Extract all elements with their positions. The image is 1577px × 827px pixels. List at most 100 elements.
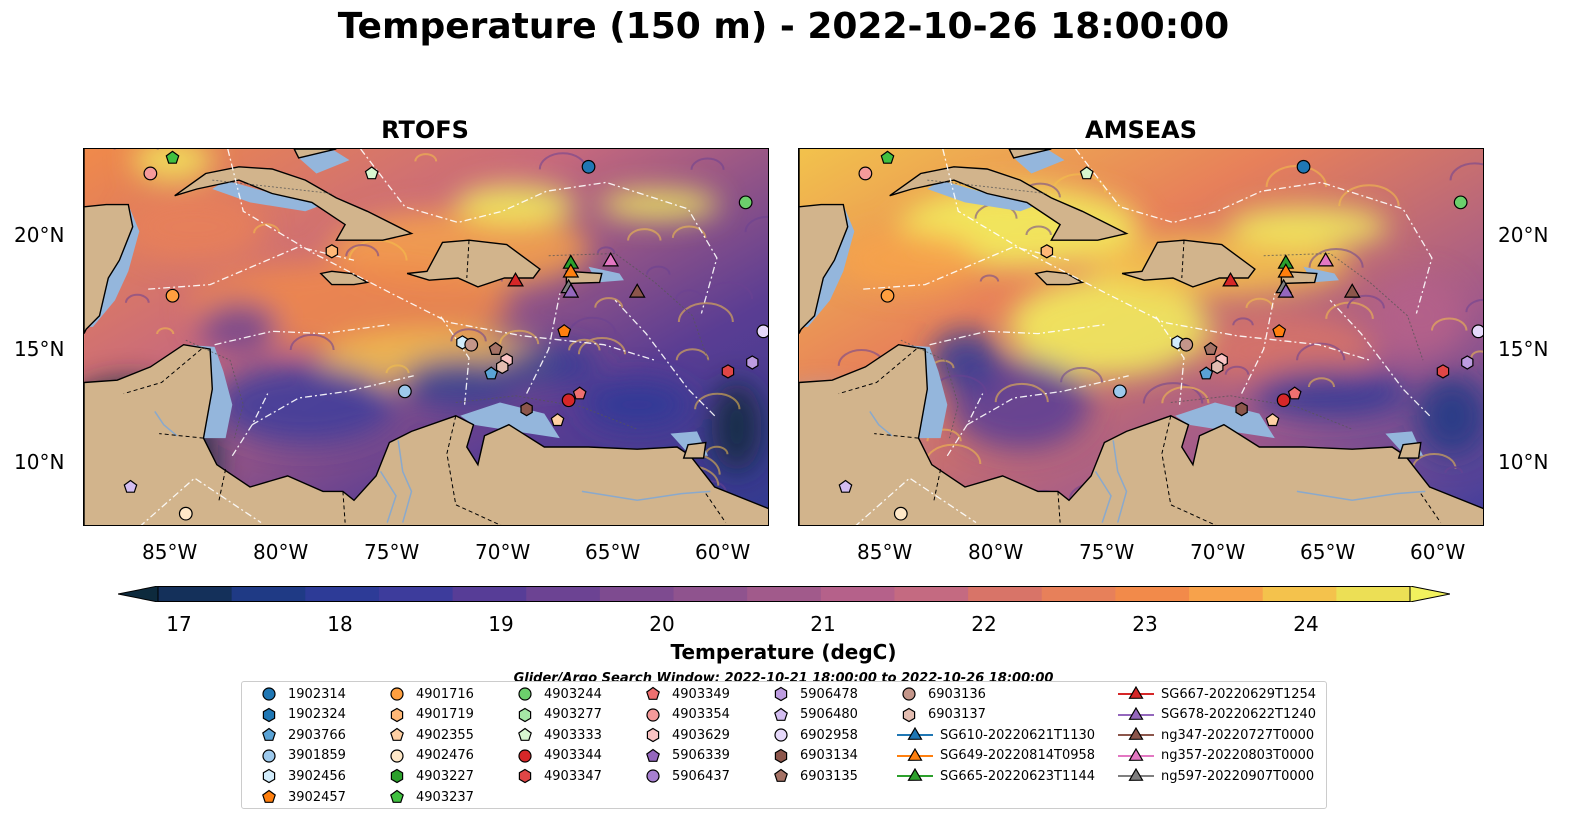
legend-item-SG610-20220621T1130: SG610-20220621T1130: [897, 725, 1095, 745]
land-masses: [84, 149, 768, 525]
colorbar-bin-1: [231, 586, 306, 602]
platform-4902355-right: [1265, 413, 1280, 427]
platform-4902476-left: [178, 506, 193, 521]
colorbar-bin-8: [747, 586, 822, 602]
circle-icon: [646, 707, 660, 722]
platform-5906478-right: [1461, 355, 1474, 370]
legend-item-ng357-20220803T0000: ng357-20220803T0000: [1118, 746, 1314, 766]
legend-item-6903137: 6903137: [897, 705, 986, 725]
circle-icon: [262, 687, 276, 701]
legend-swatch: [390, 707, 404, 722]
colorbar-bar: [117, 585, 1451, 603]
legend-label: 4903344: [544, 748, 602, 764]
legend-swatch: [774, 769, 788, 783]
legend-swatch: [646, 727, 660, 743]
platform-4903333-right: [1079, 166, 1094, 180]
platform-4902476-right: [893, 506, 908, 521]
platform-4901719-right: [1040, 244, 1054, 259]
legend-label: 4901716: [416, 686, 474, 702]
platform-SG667-20220629T1254-left: [507, 272, 524, 287]
legend-label: SG667-20220629T1254: [1161, 686, 1317, 702]
colorbar-tick-22: 22: [971, 612, 997, 636]
platform-4903349-right: [1287, 386, 1302, 400]
platform-6903134-left: [520, 402, 533, 417]
triangle-icon: [907, 768, 923, 782]
platform-markers: [123, 150, 768, 521]
legend-label: 3902457: [288, 789, 346, 805]
legend-item-3902456: 3902456: [257, 766, 346, 786]
triangle-icon: [1128, 727, 1144, 741]
legend-item-4903347: 4903347: [513, 766, 602, 786]
legend-swatch: [390, 687, 404, 701]
legend-item-4903344: 4903344: [513, 746, 602, 766]
legend-swatch: [390, 727, 404, 742]
colorbar-tick-23: 23: [1132, 612, 1158, 636]
colorbar-tick-20: 20: [649, 612, 675, 636]
legend-swatch: [1118, 686, 1154, 699]
triangle-icon: [1128, 768, 1144, 782]
legend-item-4903237: 4903237: [385, 787, 474, 807]
hexagon-icon: [646, 727, 660, 743]
legend-item-1902314: 1902314: [257, 684, 346, 704]
map-panel-left[interactable]: [83, 148, 769, 526]
legend-item-SG665-20220623T1144: SG665-20220623T1144: [897, 766, 1095, 786]
platform-4903344-left: [561, 393, 576, 408]
colorbar-bin-6: [599, 586, 675, 602]
legend-label: 4903244: [544, 686, 602, 702]
circle-icon: [518, 749, 532, 763]
map-left-canvas: [84, 149, 768, 525]
land-masses: [799, 149, 1483, 525]
legend-item-4902355: 4902355: [385, 725, 474, 745]
legend-item-4903333: 4903333: [513, 725, 602, 745]
platform-4903354-left: [143, 166, 158, 181]
legend-item-4902476: 4902476: [385, 746, 474, 766]
pentagon-icon: [262, 727, 276, 742]
platform-4903349-left: [572, 386, 587, 400]
platform-1902314-right: [1296, 159, 1311, 174]
legend-label: 1902314: [288, 686, 346, 702]
platform-4903344-right: [1276, 393, 1291, 408]
legend-label: SG610-20220621T1130: [940, 727, 1096, 743]
platform-6903135-left: [488, 341, 503, 355]
legend-item-4903227: 4903227: [385, 766, 474, 786]
lon-label-60w-left: 60°W: [695, 540, 751, 564]
hexagon-icon: [390, 707, 404, 722]
legend-swatch: [897, 768, 933, 782]
legend-item-6903135: 6903135: [769, 766, 858, 786]
legend-item-6902958: 6902958: [769, 725, 858, 745]
triangle-icon: [1128, 747, 1144, 761]
legend-label: 2903766: [288, 727, 346, 743]
pentagon-icon: [518, 727, 532, 742]
hexagon-icon: [262, 707, 276, 722]
legend-swatch: [897, 727, 933, 741]
colorbar-bin-7: [673, 586, 748, 602]
lon-label-75w-right: 75°W: [1079, 540, 1135, 564]
lat-label-20n-right: 20°N: [1498, 223, 1549, 247]
country-borders: [123, 240, 727, 525]
legend-item-5906437: 5906437: [641, 766, 730, 786]
colorbar-tick-18: 18: [327, 612, 353, 636]
platform-6903134-right: [1235, 402, 1248, 417]
legend-swatch: [390, 749, 404, 763]
colorbar-bin-9: [820, 586, 895, 602]
lat-label-10n-right: 10°N: [1498, 450, 1549, 474]
circle-icon: [646, 769, 660, 783]
platform-3901859-left: [397, 384, 412, 399]
isobaths: [185, 179, 709, 439]
pentagon-icon: [390, 727, 404, 742]
hexagon-icon: [518, 707, 532, 722]
hexagon-icon: [774, 686, 788, 702]
map-right-canvas: [799, 149, 1483, 525]
circle-icon: [390, 687, 404, 701]
legend-swatch: [262, 727, 276, 742]
pentagon-icon: [774, 707, 788, 721]
legend-swatch: [774, 748, 788, 763]
platform-6903136-left: [464, 337, 479, 352]
map-panel-right[interactable]: [798, 148, 1484, 526]
legend-label: 4903237: [416, 789, 474, 805]
legend-label: 6903134: [800, 748, 858, 764]
platform-3902457-right: [1272, 324, 1287, 338]
isobaths: [900, 179, 1424, 439]
platform-4903347-right: [1436, 364, 1450, 379]
platform-4903347-left: [721, 364, 735, 379]
